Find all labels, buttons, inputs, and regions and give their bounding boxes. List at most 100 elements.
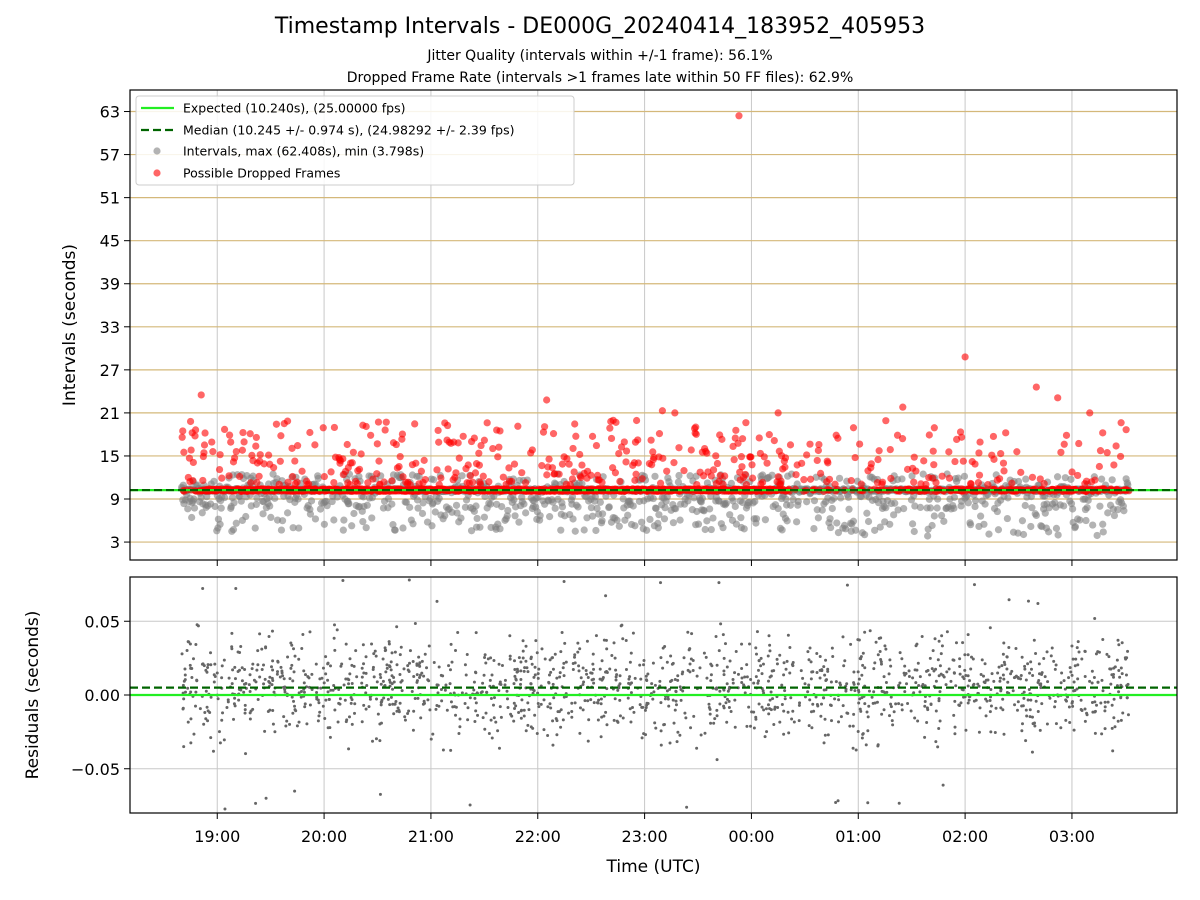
interval-point <box>350 509 358 518</box>
residual-point <box>954 684 958 688</box>
residual-point <box>785 659 789 663</box>
interval-point <box>1054 531 1062 539</box>
residual-point <box>602 638 606 642</box>
residual-point <box>897 801 901 805</box>
residual-point <box>372 652 376 656</box>
residual-point <box>1029 660 1033 664</box>
interval-point <box>1061 474 1069 482</box>
residual-point <box>220 718 224 722</box>
residual-point <box>1101 689 1105 693</box>
residual-point <box>499 715 503 719</box>
residual-point <box>807 724 811 728</box>
residual-point <box>268 708 272 712</box>
dropped-frame-point <box>607 417 615 426</box>
interval-point <box>480 513 488 521</box>
dropped-frame-point <box>587 471 595 479</box>
dropped-frame-point <box>874 455 882 464</box>
residual-point <box>415 673 419 677</box>
residual-point <box>302 681 306 685</box>
residual-point <box>472 688 476 692</box>
interval-point <box>981 500 989 508</box>
legend-entry: Expected (10.240s), (25.00000 fps) <box>183 101 405 116</box>
dropped-frame-point <box>774 409 782 417</box>
residual-point <box>923 699 927 703</box>
dropped-frame-point <box>231 454 239 462</box>
residual-point <box>750 710 754 714</box>
residual-point <box>522 708 526 712</box>
dropped-frame-point <box>327 468 335 476</box>
residual-point <box>398 653 402 657</box>
interval-point <box>1083 504 1091 512</box>
residual-point <box>719 622 723 626</box>
residual-point <box>999 706 1003 710</box>
residual-point <box>375 680 379 684</box>
residual-point <box>190 676 194 680</box>
interval-point <box>333 493 341 501</box>
residual-point <box>326 690 330 694</box>
dropped-frame-point <box>208 438 216 446</box>
residual-point <box>604 710 608 714</box>
residual-point <box>324 698 328 702</box>
interval-point <box>457 514 465 522</box>
dropped-frame-point <box>631 476 639 484</box>
residual-point <box>479 691 483 695</box>
residual-point <box>514 678 518 682</box>
residual-point <box>559 708 563 712</box>
residual-point <box>472 680 476 684</box>
residual-point <box>1001 697 1005 701</box>
residual-point <box>632 710 636 714</box>
residual-point <box>376 712 380 716</box>
residual-point <box>1033 724 1037 728</box>
residual-point <box>188 663 192 667</box>
interval-point <box>588 512 597 520</box>
residual-point <box>443 688 447 692</box>
residual-point <box>1029 698 1033 702</box>
residual-point <box>1083 650 1087 654</box>
dropped-frame-point <box>588 432 597 440</box>
residual-point <box>1002 641 1006 645</box>
interval-point <box>722 499 730 507</box>
residual-point <box>1111 749 1115 753</box>
residual-point <box>324 672 328 676</box>
residual-point <box>952 671 956 675</box>
residual-point <box>583 699 587 703</box>
residual-point <box>201 587 205 591</box>
interval-point <box>278 517 287 525</box>
residual-point <box>305 722 309 726</box>
residual-point <box>308 630 312 634</box>
residual-point <box>379 682 383 686</box>
interval-point <box>993 507 1001 516</box>
residual-point <box>1034 699 1038 703</box>
residual-point <box>242 690 246 694</box>
residual-point <box>190 666 194 670</box>
residual-point <box>1038 728 1042 732</box>
residual-point <box>415 662 419 666</box>
residual-point <box>666 697 670 701</box>
interval-point <box>698 494 706 502</box>
residual-point <box>837 720 841 724</box>
residual-point <box>676 674 680 678</box>
residual-point <box>307 676 311 680</box>
residual-point <box>854 748 858 752</box>
residual-point <box>759 664 763 668</box>
dropped-frame-point <box>1110 461 1118 469</box>
interval-point <box>676 516 684 524</box>
residual-point <box>629 720 633 724</box>
residual-point <box>300 646 304 650</box>
residual-point <box>183 673 187 677</box>
residual-point <box>1083 719 1087 723</box>
residual-point <box>916 661 920 665</box>
residual-point <box>702 651 706 655</box>
residual-point <box>858 707 862 711</box>
residual-point <box>843 659 847 663</box>
residual-point <box>551 719 555 723</box>
residual-point <box>418 676 422 680</box>
residual-point <box>688 662 692 666</box>
interval-point <box>591 493 599 501</box>
residual-point <box>315 691 319 695</box>
residual-point <box>745 663 749 667</box>
dropped-frame-point <box>951 457 959 466</box>
interval-point <box>916 503 924 511</box>
interval-point <box>845 505 853 513</box>
residual-point <box>639 677 643 681</box>
